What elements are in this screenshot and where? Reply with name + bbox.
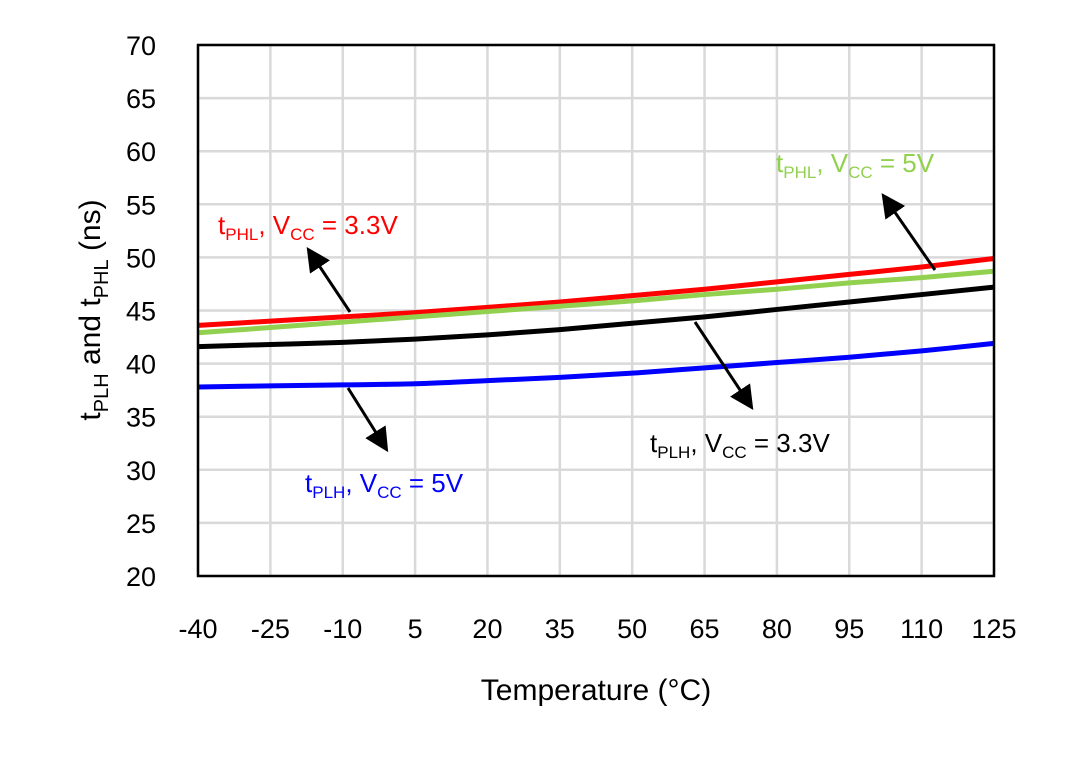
x-axis-title: Temperature (°C) bbox=[481, 674, 711, 707]
x-tick-label: 125 bbox=[971, 614, 1016, 644]
label-tphl-3v3: tPHL, VCC = 3.3V bbox=[218, 210, 398, 244]
y-tick-label: 45 bbox=[126, 297, 156, 327]
annotations: tPHL, VCC = 3.3V tPHL, VCC = 5V tPLH, VC… bbox=[218, 148, 937, 502]
x-tick-label: -10 bbox=[323, 614, 362, 644]
x-axis-ticks: -40 -25 -10 5 20 35 50 65 80 95 110 125 bbox=[178, 614, 1016, 644]
x-tick-label: 65 bbox=[690, 614, 720, 644]
y-tick-label: 35 bbox=[126, 403, 156, 433]
y-tick-label: 25 bbox=[126, 509, 156, 539]
y-tick-label: 55 bbox=[126, 190, 156, 220]
series-line-tphl-5v bbox=[197, 268, 995, 336]
series-line-tplh-3v3 bbox=[197, 284, 995, 350]
label-tphl-5v: tPHL, VCC = 5V bbox=[776, 148, 935, 182]
x-tick-label: 50 bbox=[617, 614, 647, 644]
arrow-tphl-3v3 bbox=[306, 247, 352, 313]
x-tick-label: 5 bbox=[408, 614, 423, 644]
y-tick-label: 70 bbox=[126, 31, 156, 61]
y-tick-label: 50 bbox=[126, 243, 156, 273]
label-tplh-5v: tPLH, VCC = 5V bbox=[305, 468, 464, 502]
arrow-tplh-3v3 bbox=[693, 321, 754, 411]
x-tick-label: 35 bbox=[545, 614, 575, 644]
arrow-tplh-5v bbox=[346, 387, 389, 453]
label-tplh-3v3: tPLH, VCC = 3.3V bbox=[650, 428, 830, 462]
x-tick-label: 110 bbox=[900, 614, 943, 644]
y-axis-title: tPLH and tPHL (ns) bbox=[74, 199, 113, 420]
series-line-tphl-3v3 bbox=[197, 255, 995, 328]
arrow-tphl-5v bbox=[881, 193, 937, 271]
y-tick-label: 65 bbox=[126, 84, 156, 114]
y-axis-ticks: 20 25 30 35 40 45 50 55 60 65 70 bbox=[126, 31, 156, 592]
x-tick-label: 80 bbox=[762, 614, 792, 644]
x-tick-label: -40 bbox=[178, 614, 217, 644]
series-layer bbox=[197, 255, 995, 390]
x-tick-label: -25 bbox=[251, 614, 290, 644]
series-line-tplh-5v bbox=[197, 340, 995, 390]
y-tick-label: 40 bbox=[126, 350, 156, 380]
y-tick-label: 20 bbox=[126, 562, 156, 592]
plot-frame bbox=[196, 43, 996, 578]
y-tick-label: 30 bbox=[126, 456, 156, 486]
x-tick-label: 95 bbox=[834, 614, 864, 644]
x-tick-label: 20 bbox=[472, 614, 502, 644]
y-tick-label: 60 bbox=[126, 137, 156, 167]
